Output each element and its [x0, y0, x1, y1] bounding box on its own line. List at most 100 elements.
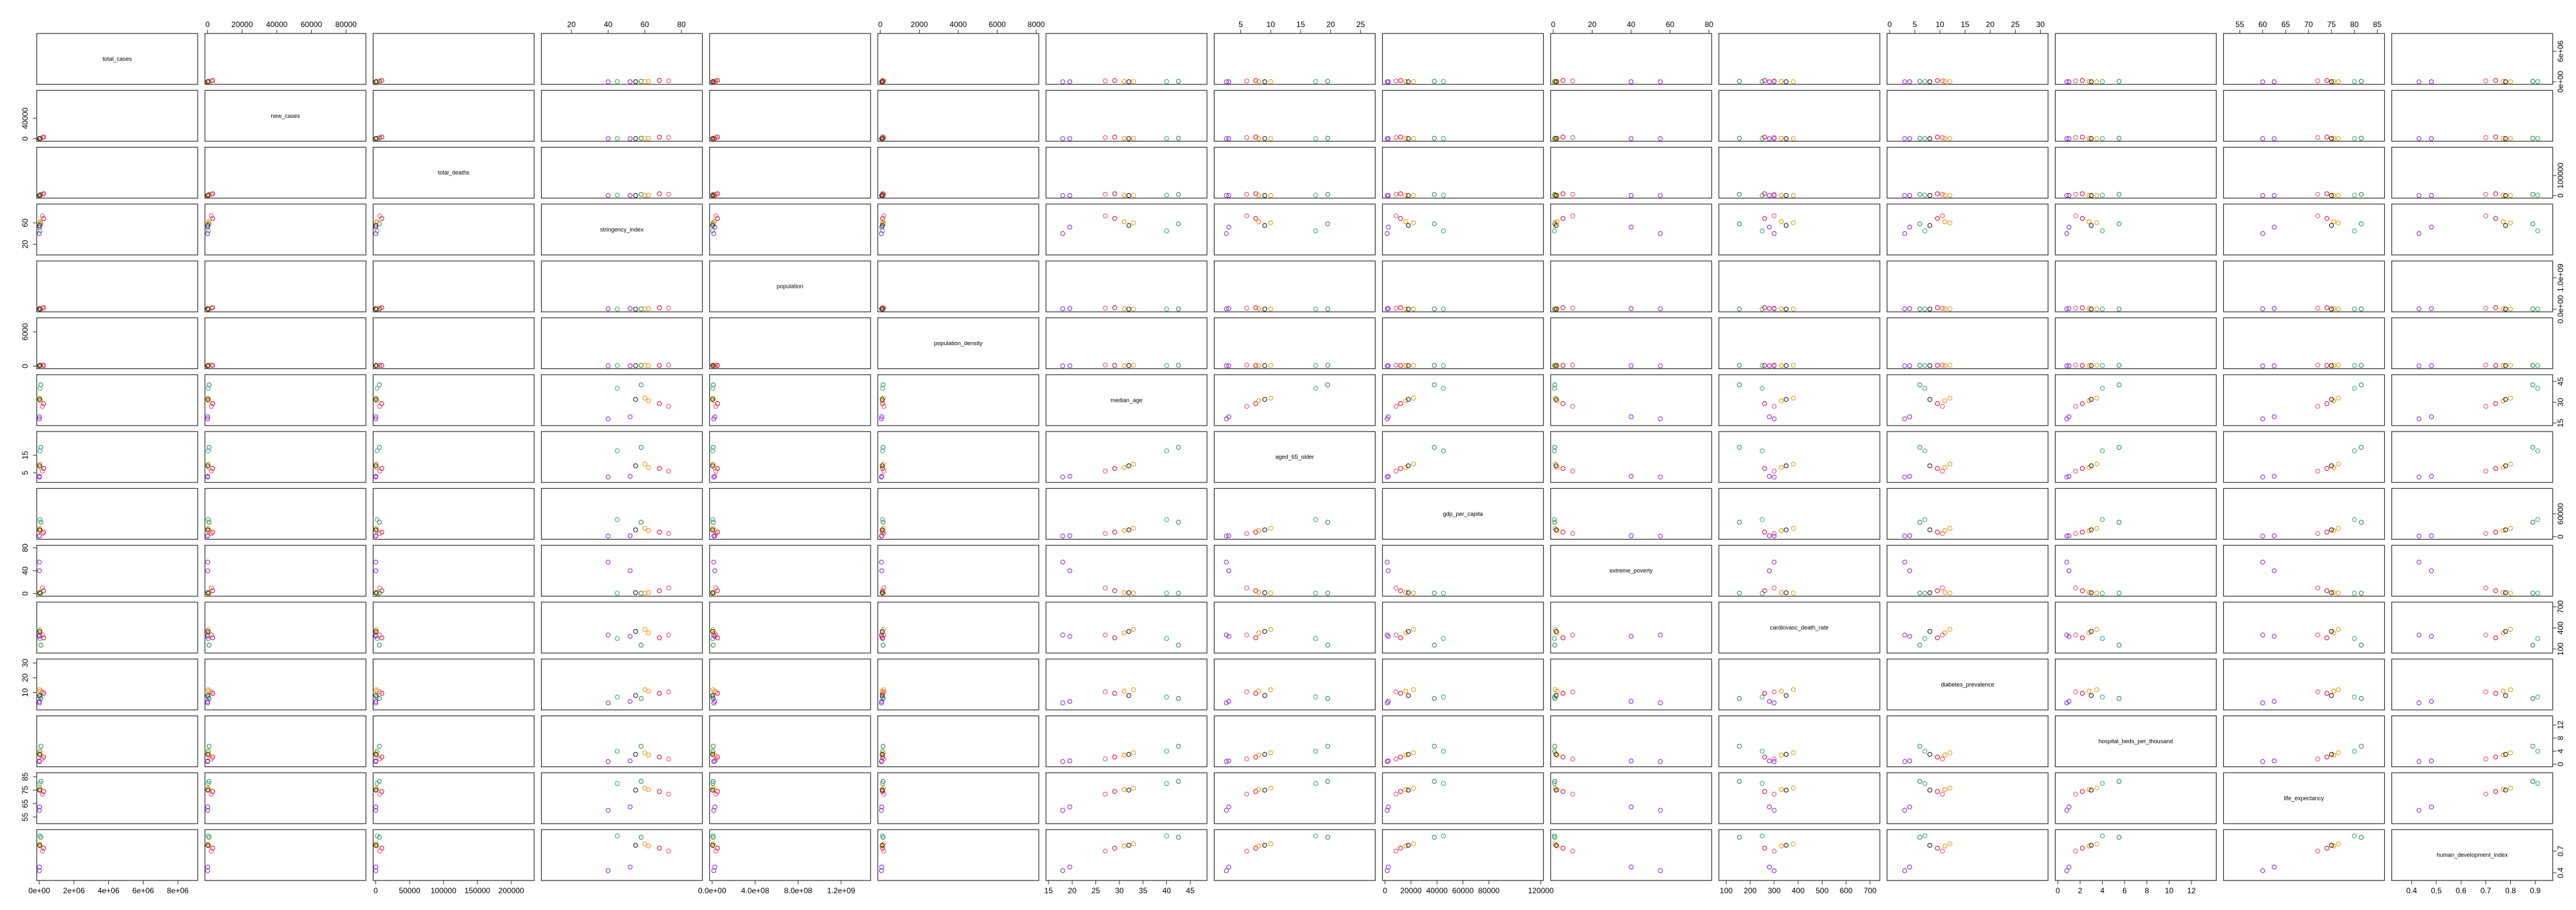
data-point — [1253, 305, 1258, 310]
data-point — [2416, 759, 2421, 764]
data-point — [37, 448, 43, 453]
data-point — [1766, 136, 1772, 141]
data-point — [1385, 474, 1390, 480]
panel-frame-total_cases-vs-diabetes_prevalence — [1886, 33, 2049, 85]
data-point — [2483, 135, 2488, 140]
data-point — [880, 219, 885, 225]
data-point — [1942, 193, 1947, 198]
data-point — [1126, 590, 1132, 596]
data-point — [2260, 632, 2266, 638]
data-point — [1783, 788, 1789, 793]
data-point — [1759, 591, 1765, 596]
data-point — [2116, 221, 2122, 227]
panel-frame-human_development_index-vs-total_cases — [36, 829, 198, 881]
data-point — [209, 78, 214, 84]
data-point — [377, 382, 382, 388]
axis-tick-label: 80 — [2350, 20, 2359, 29]
data-point — [37, 636, 43, 641]
data-point — [1313, 694, 1318, 700]
panel-frame-gdp_per_capita-vs-life_expectancy — [2223, 488, 2385, 540]
panel-frame-population-vs-stringency_index — [540, 260, 703, 312]
data-point — [666, 848, 671, 854]
data-point — [633, 629, 638, 634]
data-point — [1658, 79, 1663, 84]
data-point — [1398, 78, 1403, 83]
data-point — [710, 833, 715, 839]
data-point — [1176, 779, 1181, 784]
panel-frame-gdp_per_capita-vs-population — [709, 488, 871, 540]
data-point — [1256, 787, 1262, 792]
panel-frame-new_cases-vs-hospital_beds_per_thousand — [2054, 90, 2217, 142]
data-point — [646, 363, 651, 368]
panel-frame-cardiovasc_death_rate-vs-population_density — [877, 602, 1039, 654]
data-point — [1385, 136, 1390, 142]
data-point — [1268, 627, 1273, 632]
data-point — [666, 305, 671, 311]
data-point — [1253, 135, 1258, 140]
data-point — [1922, 386, 1927, 391]
data-point — [37, 687, 43, 692]
data-point — [1226, 224, 1231, 230]
data-point — [1103, 792, 1108, 797]
data-point — [642, 363, 647, 368]
data-point — [878, 700, 884, 706]
data-point — [205, 533, 211, 539]
axis-tick-label: 25 — [1356, 20, 1365, 29]
data-point — [1403, 135, 1408, 141]
data-point — [1393, 305, 1399, 311]
data-point — [1947, 785, 1953, 791]
data-point — [2116, 520, 2122, 525]
data-point — [373, 629, 379, 634]
axis-tick-label: 5 — [1238, 20, 1243, 29]
data-point — [2358, 743, 2364, 749]
data-point — [2535, 748, 2541, 754]
data-point — [711, 700, 717, 706]
data-point — [2501, 306, 2506, 311]
panel-frame-new_cases-vs-population_density — [877, 90, 1039, 142]
panel-frame-population_density-vs-total_cases — [36, 317, 198, 370]
axis-tick-label: 0 — [878, 20, 883, 29]
data-point — [2271, 473, 2277, 479]
data-point — [1935, 529, 1940, 535]
data-point — [713, 404, 719, 409]
data-point — [1253, 191, 1258, 196]
data-point — [1441, 781, 1446, 786]
panel-frame-median_age-vs-extreme_poverty — [1550, 374, 1712, 426]
data-point — [1244, 191, 1249, 197]
data-point — [2073, 305, 2078, 311]
axis-tick-label: 10 — [1936, 20, 1945, 29]
data-point — [2336, 461, 2341, 467]
data-point — [1560, 635, 1566, 641]
data-point — [1112, 529, 1117, 535]
data-point — [1917, 643, 1922, 648]
data-point — [666, 632, 671, 638]
data-point — [1790, 79, 1796, 84]
variable-label: population — [777, 283, 804, 290]
data-point — [373, 79, 379, 84]
data-point — [2530, 743, 2535, 749]
data-point — [2503, 363, 2508, 368]
data-point — [710, 382, 716, 388]
data-point — [1553, 693, 1559, 698]
data-point — [2315, 404, 2320, 409]
data-point — [1398, 305, 1403, 310]
axis-tick-label: 10 — [21, 688, 30, 697]
data-point — [1942, 465, 1947, 470]
panel-frame-population_density-vs-diabetes_prevalence — [1886, 317, 2049, 370]
data-point — [2535, 136, 2541, 141]
data-point — [377, 531, 383, 536]
axis-tick-label: 12 — [2556, 721, 2565, 730]
data-point — [1103, 305, 1108, 311]
data-point — [37, 416, 42, 422]
data-point — [1406, 693, 1411, 698]
data-point — [205, 864, 211, 870]
data-point — [2416, 231, 2421, 236]
data-point — [1922, 748, 1927, 754]
data-point — [205, 193, 211, 198]
data-point — [1131, 461, 1136, 467]
data-point — [374, 781, 380, 786]
data-point — [2260, 231, 2266, 236]
data-point — [879, 804, 884, 810]
data-point — [2501, 528, 2506, 533]
data-point — [2271, 533, 2277, 538]
